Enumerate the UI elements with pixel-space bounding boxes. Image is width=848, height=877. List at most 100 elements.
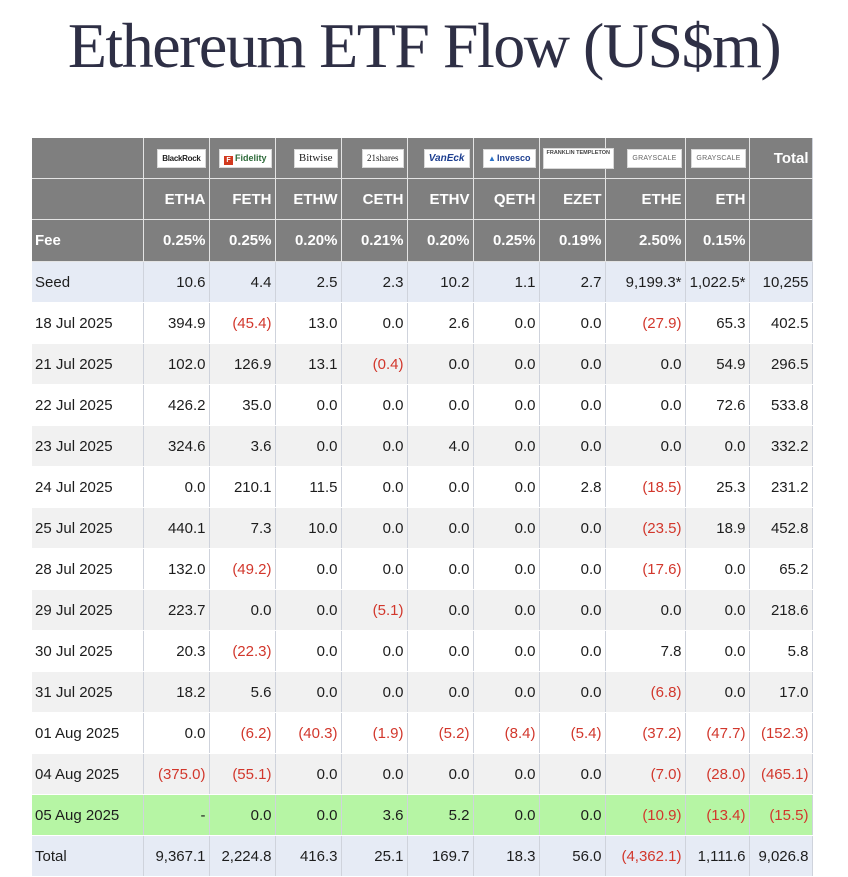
flow-cell: 0.0: [275, 384, 342, 426]
flow-cell: (8.4): [473, 712, 540, 754]
flow-cell: 0.0: [685, 589, 750, 631]
fidelity-logo: F Fidelity: [218, 148, 272, 168]
flow-cell: 0.0: [473, 753, 540, 795]
flow-cell: 25.3: [685, 466, 750, 508]
row-label: 22 Jul 2025: [32, 384, 144, 426]
flow-cell: 0.0: [341, 753, 408, 795]
flow-cell: 0.0: [605, 589, 686, 631]
seed-row: Seed 10.6 4.4 2.5 2.3 10.2 1.1 2.7 9,199.3* 1,022…: [32, 261, 813, 303]
flow-cell: 2.7: [539, 261, 606, 303]
flow-cell: 0.0: [341, 302, 408, 344]
flow-cell: (5.4): [539, 712, 606, 754]
row-label: 30 Jul 2025: [32, 630, 144, 672]
flow-cell: -: [143, 794, 210, 836]
flow-cell: (10.9): [605, 794, 686, 836]
row-total-cell: 452.8: [749, 507, 813, 549]
fee-ezet: 0.19%: [539, 219, 606, 262]
grayscale-logo: GRAYSCALE: [627, 148, 682, 168]
flow-cell: 0.0: [605, 384, 686, 426]
flow-cell: 0.0: [539, 630, 606, 672]
ticker-qeth: QETH: [473, 178, 540, 220]
row-total-cell: 218.6: [749, 589, 813, 631]
table-row: 22 Jul 2025 426.2 35.0 0.0 0.0 0.0 0.0 0.0 0.0 72…: [32, 384, 813, 426]
flow-cell: (5.2): [407, 712, 474, 754]
flow-cell: (28.0): [685, 753, 750, 795]
total-header: Total: [749, 138, 813, 179]
ticker-ezet: EZET: [539, 178, 606, 220]
flow-cell: 7.3: [209, 507, 276, 549]
flow-cell: 4.0: [407, 425, 474, 467]
row-total-cell: (465.1): [749, 753, 813, 795]
row-total-cell: 296.5: [749, 343, 813, 385]
flow-cell: (47.7): [685, 712, 750, 754]
flow-cell: (55.1): [209, 753, 276, 795]
row-total-cell: 9,026.8: [749, 835, 813, 877]
flow-cell: 11.5: [275, 466, 342, 508]
row-total-cell: 332.2: [749, 425, 813, 467]
flow-cell: 0.0: [209, 589, 276, 631]
row-label: 01 Aug 2025: [32, 712, 144, 754]
fee-ethe: 2.50%: [605, 219, 686, 262]
flow-cell: 35.0: [209, 384, 276, 426]
fee-ethv: 0.20%: [407, 219, 474, 262]
flow-table-body: Seed 10.6 4.4 2.5 2.3 10.2 1.1 2.7 9,199.3* 1,022…: [32, 261, 813, 877]
etf-flow-table: BlackRock F Fidelity Bitwise 21shares Van…: [32, 138, 813, 877]
flow-cell: 223.7: [143, 589, 210, 631]
flow-cell: (6.8): [605, 671, 686, 713]
flow-cell: 0.0: [539, 384, 606, 426]
flow-cell: 394.9: [143, 302, 210, 344]
invesco-mark-icon: ▲: [488, 153, 496, 163]
flow-cell: 0.0: [143, 466, 210, 508]
flow-cell: (22.3): [209, 630, 276, 672]
flow-cell: 102.0: [143, 343, 210, 385]
fidelity-mark-icon: F: [223, 155, 233, 165]
ticker-eth: ETH: [685, 178, 750, 220]
flow-cell: (27.9): [605, 302, 686, 344]
flow-cell: 0.0: [539, 589, 606, 631]
flow-cell: 0.0: [407, 671, 474, 713]
flow-cell: 2.6: [407, 302, 474, 344]
flow-cell: 0.0: [407, 343, 474, 385]
bitwise-logo: Bitwise: [293, 148, 338, 168]
flow-cell: 20.3: [143, 630, 210, 672]
flow-cell: 0.0: [407, 507, 474, 549]
flow-cell: 0.0: [341, 630, 408, 672]
flow-cell: (1.9): [341, 712, 408, 754]
flow-cell: 440.1: [143, 507, 210, 549]
flow-cell: 0.0: [473, 466, 540, 508]
flow-cell: 126.9: [209, 343, 276, 385]
flow-cell: 2.8: [539, 466, 606, 508]
row-label: 23 Jul 2025: [32, 425, 144, 467]
table-row: 28 Jul 2025 132.0 (49.2) 0.0 0.0 0.0 0.0 0.0 (17…: [32, 548, 813, 590]
flow-cell: 0.0: [341, 466, 408, 508]
row-total-cell: 10,255: [749, 261, 813, 303]
row-label: 28 Jul 2025: [32, 548, 144, 590]
flow-cell: (4,362.1): [605, 835, 686, 877]
flow-cell: 7.8: [605, 630, 686, 672]
flow-cell: (7.0): [605, 753, 686, 795]
flow-cell: 1,022.5*: [685, 261, 750, 303]
flow-cell: (13.4): [685, 794, 750, 836]
flow-cell: 0.0: [473, 425, 540, 467]
fee-ceth: 0.21%: [341, 219, 408, 262]
flow-cell: 4.4: [209, 261, 276, 303]
flow-cell: 0.0: [539, 507, 606, 549]
flow-cell: 0.0: [539, 794, 606, 836]
row-label: 25 Jul 2025: [32, 507, 144, 549]
franklin-templeton-logo: FRANKLIN TEMPLETON: [542, 147, 614, 169]
flow-cell: 0.0: [209, 794, 276, 836]
row-label: 24 Jul 2025: [32, 466, 144, 508]
flow-cell: 0.0: [407, 753, 474, 795]
flow-cell: 210.1: [209, 466, 276, 508]
flow-cell: 25.1: [341, 835, 408, 877]
ticker-ethw: ETHW: [275, 178, 342, 220]
flow-cell: 13.1: [275, 343, 342, 385]
flow-cell: 5.2: [407, 794, 474, 836]
flow-cell: 2,224.8: [209, 835, 276, 877]
flow-cell: 2.5: [275, 261, 342, 303]
flow-cell: 0.0: [473, 507, 540, 549]
flow-cell: 0.0: [407, 589, 474, 631]
flow-cell: 0.0: [341, 425, 408, 467]
flow-cell: 0.0: [341, 384, 408, 426]
page-title: Ethereum ETF Flow (US$m): [67, 10, 782, 81]
